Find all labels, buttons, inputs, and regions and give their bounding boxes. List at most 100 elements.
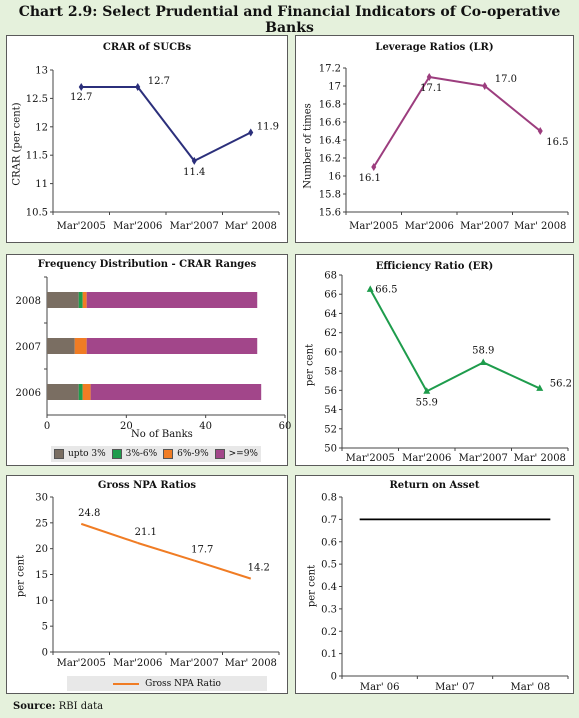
leverage-y-tick-label: 15.8 xyxy=(319,190,341,201)
npa-y-tick-label: 5 xyxy=(42,622,48,633)
legend-item-9-plus: >=9% xyxy=(214,449,258,459)
source-note: Source: RBI data xyxy=(13,701,103,712)
frequency-bar-segment xyxy=(82,292,87,308)
frequency-bar-segment xyxy=(82,384,91,400)
efficiency-y-tick-label: 60 xyxy=(324,347,337,358)
legend-label-9-plus: >=9% xyxy=(228,449,258,459)
crar-chart-svg: 10.5 11 11.5 12 12.5 13 Mar'2005 Mar'2006 Mar'20… xyxy=(26,66,280,232)
efficiency-y-tick-label: 68 xyxy=(324,271,337,282)
frequency-bar-segment xyxy=(78,292,83,308)
crar-y-tick-label: 12.5 xyxy=(26,94,48,105)
leverage-data-label: 16.5 xyxy=(546,137,568,148)
efficiency-data-label: 58.9 xyxy=(472,345,494,356)
npa-y-tick-label: 10 xyxy=(35,596,48,607)
npa-x-tick-label: Mar'2006 xyxy=(113,658,162,669)
efficiency-data-label: 56.2 xyxy=(550,378,572,389)
frequency-x-tick-label: 20 xyxy=(120,421,133,432)
legend-label-3-6: 3%-6% xyxy=(125,449,158,459)
roa-x-tick-label: Mar' 07 xyxy=(435,682,475,693)
efficiency-x-tick-label: Mar' 2008 xyxy=(514,453,566,464)
roa-chart-svg: 0 0.1 0.2 0.3 0.4 0.5 0.6 0.7 0.8 Mar' 06 Mar' 07 M… xyxy=(321,493,569,693)
efficiency-x-tick-label: Mar'2006 xyxy=(402,453,451,464)
crar-y-tick-label: 10.5 xyxy=(26,208,48,219)
crar-data-label: 11.4 xyxy=(183,167,205,178)
crar-series-segment xyxy=(193,131,252,162)
leverage-y-tick-label: 16 xyxy=(328,172,341,183)
leverage-x-tick-label: Mar' 2008 xyxy=(514,221,566,232)
npa-data-label: 17.7 xyxy=(191,545,213,556)
npa-chart-panel: Gross NPA Ratios per cent 0 5 10 15 20 25 30 Ma… xyxy=(6,475,288,694)
frequency-chart-title: Frequency Distribution - CRAR Ranges xyxy=(37,259,257,270)
roa-y-tick-label: 0.4 xyxy=(321,582,337,593)
efficiency-series-segment xyxy=(369,288,428,392)
frequency-chart-svg: 0 20 40 60 2008 2007 2006 xyxy=(16,276,291,432)
efficiency-series-segment xyxy=(482,361,541,390)
npa-y-tick-label: 30 xyxy=(35,493,48,504)
frequency-y-tick-label: 2006 xyxy=(16,388,41,399)
frequency-chart-panel: Frequency Distribution - CRAR Ranges 0 20… xyxy=(6,254,291,466)
crar-y-tick-label: 12 xyxy=(35,122,48,133)
efficiency-data-point xyxy=(366,285,374,292)
npa-y-tick-label: 25 xyxy=(35,518,48,529)
frequency-bar-segment xyxy=(86,292,258,308)
frequency-bar-segment xyxy=(74,338,87,354)
frequency-bar-segment xyxy=(47,292,79,308)
roa-y-tick-label: 0.5 xyxy=(321,560,337,571)
leverage-data-point xyxy=(426,73,432,81)
legend-swatch-9-plus xyxy=(214,449,225,459)
roa-y-tick-label: 0.8 xyxy=(321,493,337,504)
leverage-y-tick-label: 16.8 xyxy=(319,100,341,111)
legend-line-gross-npa xyxy=(113,682,140,685)
crar-data-label: 11.9 xyxy=(257,121,279,132)
leverage-x-tick-label: Mar'2006 xyxy=(405,221,454,232)
leverage-y-tick-label: 16.2 xyxy=(319,154,341,165)
legend-item-upto-3: upto 3% xyxy=(53,449,106,459)
crar-x-tick-label: Mar'2005 xyxy=(57,221,106,232)
leverage-data-point xyxy=(482,82,488,90)
frequency-bar-segment xyxy=(86,338,258,354)
source-text: RBI data xyxy=(55,701,104,712)
roa-x-tick-label: Mar' 08 xyxy=(511,682,551,693)
npa-series-segment xyxy=(193,559,252,580)
efficiency-y-tick-label: 56 xyxy=(324,386,337,397)
legend-item-gross-npa: Gross NPA Ratio xyxy=(113,679,221,689)
leverage-data-label: 16.1 xyxy=(359,173,381,184)
crar-chart-title: CRAR of SUCBs xyxy=(102,42,192,53)
frequency-x-tick-label: 0 xyxy=(44,421,50,432)
efficiency-chart-svg: 50 52 54 56 58 60 62 64 66 68 Mar'2005 Mar'2006 Mar'… xyxy=(324,271,572,465)
leverage-y-tick-label: 16.4 xyxy=(319,136,341,147)
page-title: Chart 2.9: Select Prudential and Financi… xyxy=(18,4,561,36)
efficiency-chart-panel: Efficiency Ratio (ER) per cent 50 52 54 56 5… xyxy=(295,254,574,466)
frequency-y-tick-label: 2008 xyxy=(16,296,41,307)
leverage-chart-panel: Leverage Ratios (LR) Number of times 15.… xyxy=(295,35,574,243)
frequency-x-tick-label: 40 xyxy=(199,421,212,432)
source-label: Source: xyxy=(13,701,56,712)
npa-chart-svg: 0 5 10 15 20 25 30 Mar'2005 Mar'2006 Mar'2007 Mar'… xyxy=(35,493,280,669)
crar-chart-panel: CRAR of SUCBs CRAR (per cent) 10.5 11 11.5… xyxy=(6,35,288,243)
npa-chart-title: Gross NPA Ratios xyxy=(97,480,197,491)
npa-legend: Gross NPA Ratio xyxy=(67,676,267,691)
efficiency-x-tick-label: Mar'2007 xyxy=(459,453,508,464)
roa-y-tick-label: 0.6 xyxy=(321,537,337,548)
leverage-chart-title: Leverage Ratios (LR) xyxy=(375,42,494,53)
efficiency-data-point xyxy=(536,384,544,391)
efficiency-y-tick-label: 66 xyxy=(324,290,337,301)
efficiency-y-tick-label: 50 xyxy=(324,444,337,455)
crar-data-point xyxy=(191,156,197,165)
npa-x-tick-label: Mar'2007 xyxy=(170,658,219,669)
leverage-chart-svg: 15.6 15.8 16 16.2 16.4 16.6 16.8 17 17.2 Mar'2005… xyxy=(319,64,569,233)
efficiency-y-tick-label: 64 xyxy=(324,309,337,320)
npa-data-label: 21.1 xyxy=(135,527,157,538)
roa-chart-panel: Return on Asset per cent 0 0.1 0.2 0.3 0.4 0.… xyxy=(295,475,574,694)
leverage-data-point xyxy=(371,163,377,171)
roa-chart-title: Return on Asset xyxy=(389,480,480,491)
efficiency-y-tick-label: 58 xyxy=(324,367,337,378)
efficiency-y-tick-label: 62 xyxy=(324,328,337,339)
frequency-bar-segment xyxy=(47,338,75,354)
npa-data-label: 14.2 xyxy=(248,563,270,574)
efficiency-y-tick-label: 52 xyxy=(324,424,337,435)
frequency-y-tick-label: 2007 xyxy=(16,342,41,353)
leverage-data-label: 17.0 xyxy=(495,74,517,85)
npa-x-tick-label: Mar'2005 xyxy=(57,658,106,669)
legend-label-upto-3: upto 3% xyxy=(67,449,106,459)
